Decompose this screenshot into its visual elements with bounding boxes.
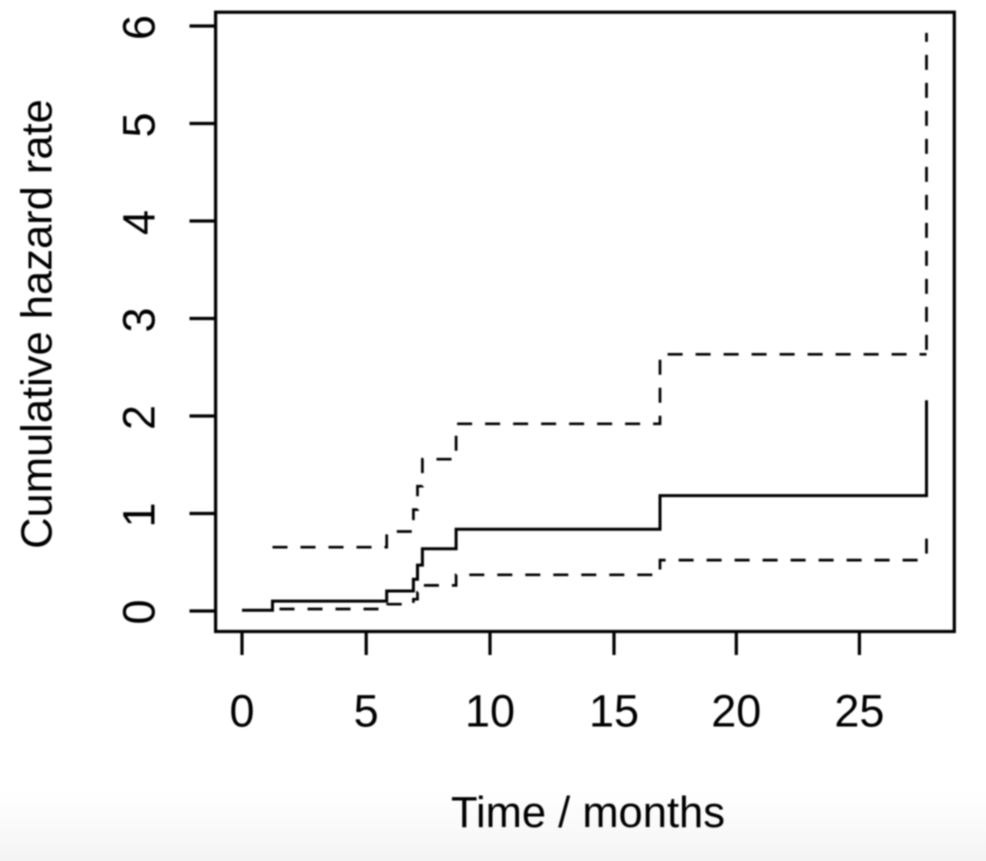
svg-text:2: 2 [114, 405, 165, 430]
svg-text:15: 15 [589, 685, 639, 736]
svg-text:3: 3 [114, 307, 165, 332]
svg-text:25: 25 [834, 685, 884, 736]
svg-text:20: 20 [711, 685, 761, 736]
svg-text:1: 1 [114, 502, 165, 527]
svg-text:10: 10 [465, 685, 515, 736]
svg-text:Time / months: Time / months [451, 789, 725, 837]
svg-text:Cumulative hazard rate: Cumulative hazard rate [13, 99, 61, 549]
svg-text:0: 0 [114, 599, 165, 624]
svg-text:5: 5 [114, 112, 165, 137]
svg-text:6: 6 [114, 15, 165, 40]
svg-text:4: 4 [114, 210, 165, 235]
svg-text:5: 5 [354, 685, 379, 736]
svg-text:0: 0 [229, 685, 254, 736]
